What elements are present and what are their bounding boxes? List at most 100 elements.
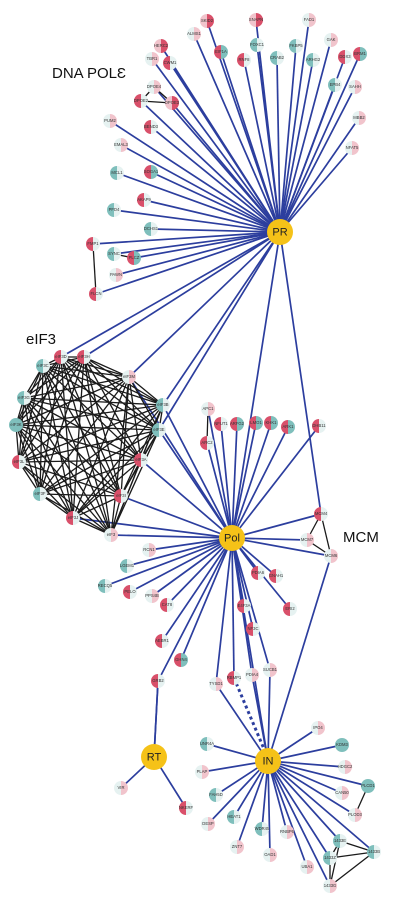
protein-node-sahh[interactable]: SAHH	[348, 80, 362, 94]
protein-node-bend3[interactable]: BEND3	[144, 120, 159, 134]
protein-node-hdgc2[interactable]: HDGC2	[338, 760, 353, 774]
protein-node-eif3c[interactable]: eIF3C	[36, 359, 50, 373]
hub-node-in[interactable]: IN	[255, 748, 281, 774]
protein-node-eif3b[interactable]: eIF3B	[156, 398, 170, 412]
protein-node-1433g[interactable]: 1433G	[323, 879, 337, 893]
protein-node-pum2[interactable]: PUM2	[103, 114, 117, 128]
protein-node-eif3k[interactable]: eIF3K	[9, 418, 23, 432]
protein-node-pelo[interactable]: PELO	[123, 585, 137, 599]
protein-node-eif3g[interactable]: eIF3G	[17, 391, 31, 405]
protein-node-eif3i[interactable]: eIF3I	[114, 489, 128, 503]
protein-node-dhb11[interactable]: DHB11	[312, 419, 326, 433]
protein-node-ghn4[interactable]: GHN4	[174, 653, 188, 667]
protein-node-grb2[interactable]: GRB2	[151, 674, 165, 688]
protein-node-emal3[interactable]: EMAL3	[114, 138, 129, 152]
protein-node-znt7[interactable]: ZNT7	[230, 840, 244, 854]
protein-node-kdm3[interactable]: KDM3	[335, 738, 349, 752]
protein-node-eif3h[interactable]: eIF3H	[77, 350, 91, 364]
protein-node-lgem1[interactable]: LGEM1	[120, 559, 135, 573]
protein-node-plcz[interactable]: PLCZ	[127, 251, 141, 265]
protein-node-tysd1[interactable]: TYSD1	[209, 677, 223, 691]
protein-node-rcn1[interactable]: RCN1	[142, 543, 156, 557]
protein-node-fkbp5[interactable]: FKBP5	[289, 39, 303, 53]
protein-node-dchs1[interactable]: DCHS1	[144, 222, 159, 236]
protein-node-tbr1[interactable]: TBR1	[145, 52, 159, 66]
protein-node-eif3x[interactable]: eIF3	[104, 528, 118, 542]
protein-node-ipo4[interactable]: IPO4	[311, 721, 325, 735]
protein-node-plcd1[interactable]: PLCD1	[361, 779, 375, 793]
protein-node-snapn[interactable]: SNAPN	[249, 13, 263, 27]
protein-node-heat1[interactable]: HEAT1	[227, 810, 241, 824]
hub-node-rt[interactable]: RT	[141, 744, 167, 770]
protein-node-arhg2[interactable]: ARHG2	[306, 53, 321, 67]
protein-node-fmp1[interactable]: FMP1	[86, 237, 100, 251]
protein-node-can50[interactable]: CAN50	[335, 786, 349, 800]
protein-node-mcm6[interactable]: MCM6	[324, 549, 338, 563]
protein-node-unr4a[interactable]: UNR4A	[200, 737, 214, 751]
protein-node-pdia4[interactable]: PDIA4	[245, 668, 259, 682]
protein-node-epb4[interactable]: EPB4	[328, 78, 342, 92]
protein-node-wdr45[interactable]: WDR45	[255, 822, 270, 836]
protein-node-vir[interactable]: VIR	[114, 781, 128, 795]
protein-node-eif3l[interactable]: eIF3L	[12, 455, 26, 469]
protein-node-ark1[interactable]: ARK1	[281, 420, 295, 434]
protein-node-brm1[interactable]: BRM1	[353, 47, 367, 61]
protein-node-sync[interactable]: SYNC	[107, 247, 121, 261]
protein-node-sucb1[interactable]: SUCB1	[263, 663, 278, 677]
protein-node-1433b[interactable]: 1433B	[367, 845, 381, 859]
protein-node-arc2[interactable]: ARC2	[200, 436, 214, 450]
protein-node-eif1a[interactable]: EIF1A	[214, 45, 228, 59]
protein-node-1433z[interactable]: 1433Z	[323, 851, 337, 865]
protein-node-eri2[interactable]: ERI2	[283, 602, 297, 616]
protein-node-eif3a[interactable]: eIF3A	[134, 453, 148, 467]
protein-node-ddx3[interactable]: DDX3	[338, 50, 352, 64]
protein-node-desp[interactable]: DESP	[201, 817, 215, 831]
protein-node-aebr1[interactable]: AEBR1	[155, 634, 170, 648]
protein-node-nf3c[interactable]: NF3C	[246, 622, 260, 636]
protein-node-mcl1[interactable]: MCL1	[110, 166, 124, 180]
protein-node-crab2[interactable]: CRAB2	[270, 51, 285, 65]
protein-node-lmo1[interactable]: LMO1	[249, 416, 263, 430]
protein-node-dpoe3[interactable]: DPOE3	[165, 96, 180, 110]
protein-node-nkerf[interactable]: NKERF	[179, 801, 194, 815]
protein-node-apc1[interactable]: APC1	[201, 402, 215, 416]
hub-node-pol[interactable]: Pol	[219, 525, 245, 551]
protein-node-recq5[interactable]: RECQ5	[98, 579, 113, 593]
protein-node-nfat5[interactable]: NFAT5	[345, 141, 359, 155]
protein-node-cat8[interactable]: CAT8	[160, 598, 174, 612]
protein-node-pawn[interactable]: PAWN	[109, 268, 123, 282]
protein-node-gak[interactable]: GAK	[324, 33, 338, 47]
protein-node-eif3j[interactable]: eIF3J	[66, 511, 80, 525]
protein-node-eif3d[interactable]: eIF3D	[54, 350, 68, 364]
protein-node-plod3[interactable]: PLOD3	[348, 808, 363, 822]
protein-node-skide2[interactable]: SKID2	[200, 14, 214, 28]
protein-node-e4f3a[interactable]: E4F3A	[237, 599, 251, 613]
protein-node-plap[interactable]: PLAP	[195, 765, 209, 779]
protein-node-fad1[interactable]: FAD1	[302, 13, 316, 27]
protein-node-arfg2[interactable]: ARFG2	[230, 417, 245, 431]
protein-node-eif3f[interactable]: eIF3F	[33, 487, 47, 501]
protein-node-dpoe2[interactable]: DPOE2	[134, 94, 149, 108]
protein-node-rnbp6[interactable]: RNBP6	[280, 825, 295, 839]
protein-node-akap9[interactable]: AKAP9	[137, 193, 151, 207]
protein-node-alms1[interactable]: ALMS1	[187, 27, 202, 41]
protein-node-khk1[interactable]: KHK1	[264, 416, 278, 430]
protein-node-gnah1[interactable]: GNAH1	[269, 569, 284, 583]
hub-node-pr[interactable]: PR	[267, 219, 293, 245]
protein-node-flcn[interactable]: FLCN	[89, 287, 103, 301]
protein-node-soga1[interactable]: SOGA1	[144, 165, 159, 179]
protein-node-mcm7[interactable]: MCM7	[300, 533, 314, 547]
protein-node-dpoe4[interactable]: DPOE4	[147, 80, 162, 94]
protein-node-mcm4[interactable]: MCM4	[314, 507, 328, 521]
protein-node-rnf8[interactable]: RNF8	[237, 53, 251, 67]
protein-node-oad1[interactable]: OAD1	[263, 848, 277, 862]
protein-node-pdia6[interactable]: PDIA6	[251, 566, 265, 580]
protein-node-pfd4[interactable]: PFD4	[107, 203, 121, 217]
protein-node-1433e[interactable]: 1433E	[333, 834, 347, 848]
protein-node-cwm1[interactable]: CWM1	[163, 56, 177, 70]
protein-node-pps4b[interactable]: PPS4B	[145, 589, 159, 603]
protein-node-foxc1[interactable]: FOXC1	[250, 38, 265, 52]
protein-node-fah5d[interactable]: FAH5D	[209, 788, 223, 802]
protein-node-mbb2[interactable]: MBB2	[352, 111, 366, 125]
protein-node-uba1[interactable]: UBA1	[300, 860, 314, 874]
